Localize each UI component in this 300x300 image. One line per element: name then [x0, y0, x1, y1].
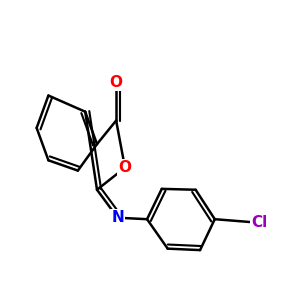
Text: O: O: [118, 160, 131, 175]
Text: Cl: Cl: [252, 214, 268, 230]
Text: N: N: [111, 210, 124, 225]
Text: O: O: [110, 75, 123, 90]
